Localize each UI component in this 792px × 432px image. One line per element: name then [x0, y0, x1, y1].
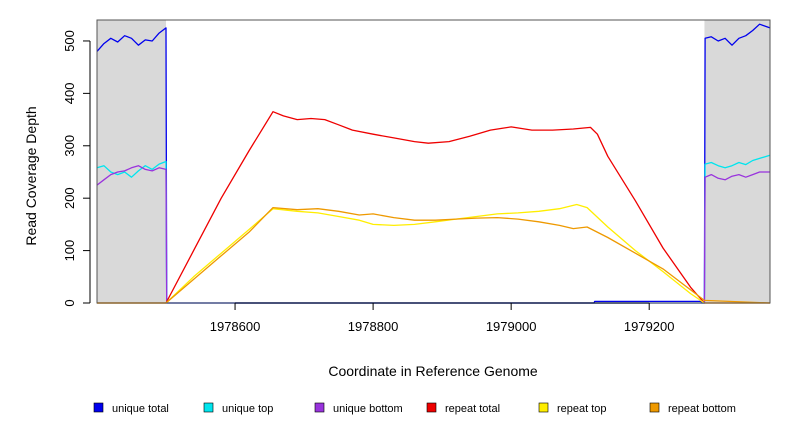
x-tick-label: 1978600: [210, 319, 261, 334]
series-line-unique-top: [96, 154, 771, 304]
legend-swatch: [426, 402, 437, 413]
plot-background: [97, 20, 770, 303]
series-line-repeat-top: [97, 203, 770, 304]
y-tick-label: 300: [62, 135, 77, 157]
shaded-region-1: [704, 20, 770, 303]
y-tick-label: 100: [62, 240, 77, 262]
legend-label: repeat total: [445, 403, 500, 415]
series-line-unique-total: [96, 23, 771, 304]
series-line-unique-bottom: [96, 165, 770, 304]
legend-label: unique bottom: [333, 403, 403, 415]
y-tick-label: 200: [62, 187, 77, 209]
legend-label: unique total: [112, 403, 169, 415]
x-axis: 1978600 1978800 1979000 1979200: [210, 302, 675, 334]
shaded-region-0: [97, 20, 167, 303]
x-tick-label: 1979000: [486, 319, 537, 334]
y-tick-label: 500: [62, 30, 77, 52]
series-layer: [96, 23, 771, 304]
plot-frame: [96, 19, 771, 304]
x-axis-title: Coordinate in Reference Genome: [328, 363, 538, 379]
legend-swatch: [314, 402, 325, 413]
series-line-repeat-bottom: [97, 206, 771, 304]
y-axis-title: Read Coverage Depth: [23, 106, 39, 245]
y-tick-label: 400: [62, 83, 77, 105]
legend-swatch: [649, 402, 660, 413]
legend-swatch: [203, 402, 214, 413]
legend-swatch: [538, 402, 549, 413]
series-line-repeat-total: [97, 111, 770, 304]
y-tick-label: 0: [62, 299, 77, 306]
legend-swatch: [93, 402, 104, 413]
x-tick-label: 1979200: [624, 319, 675, 334]
legend-label: repeat bottom: [668, 403, 736, 415]
y-axis: 0 100 200 300 400 500: [62, 30, 91, 307]
legend-label: unique top: [222, 403, 273, 415]
legend-label: repeat top: [557, 403, 607, 415]
x-tick-label: 1978800: [348, 319, 399, 334]
legend: unique total unique top unique bottom repea…: [93, 402, 736, 415]
